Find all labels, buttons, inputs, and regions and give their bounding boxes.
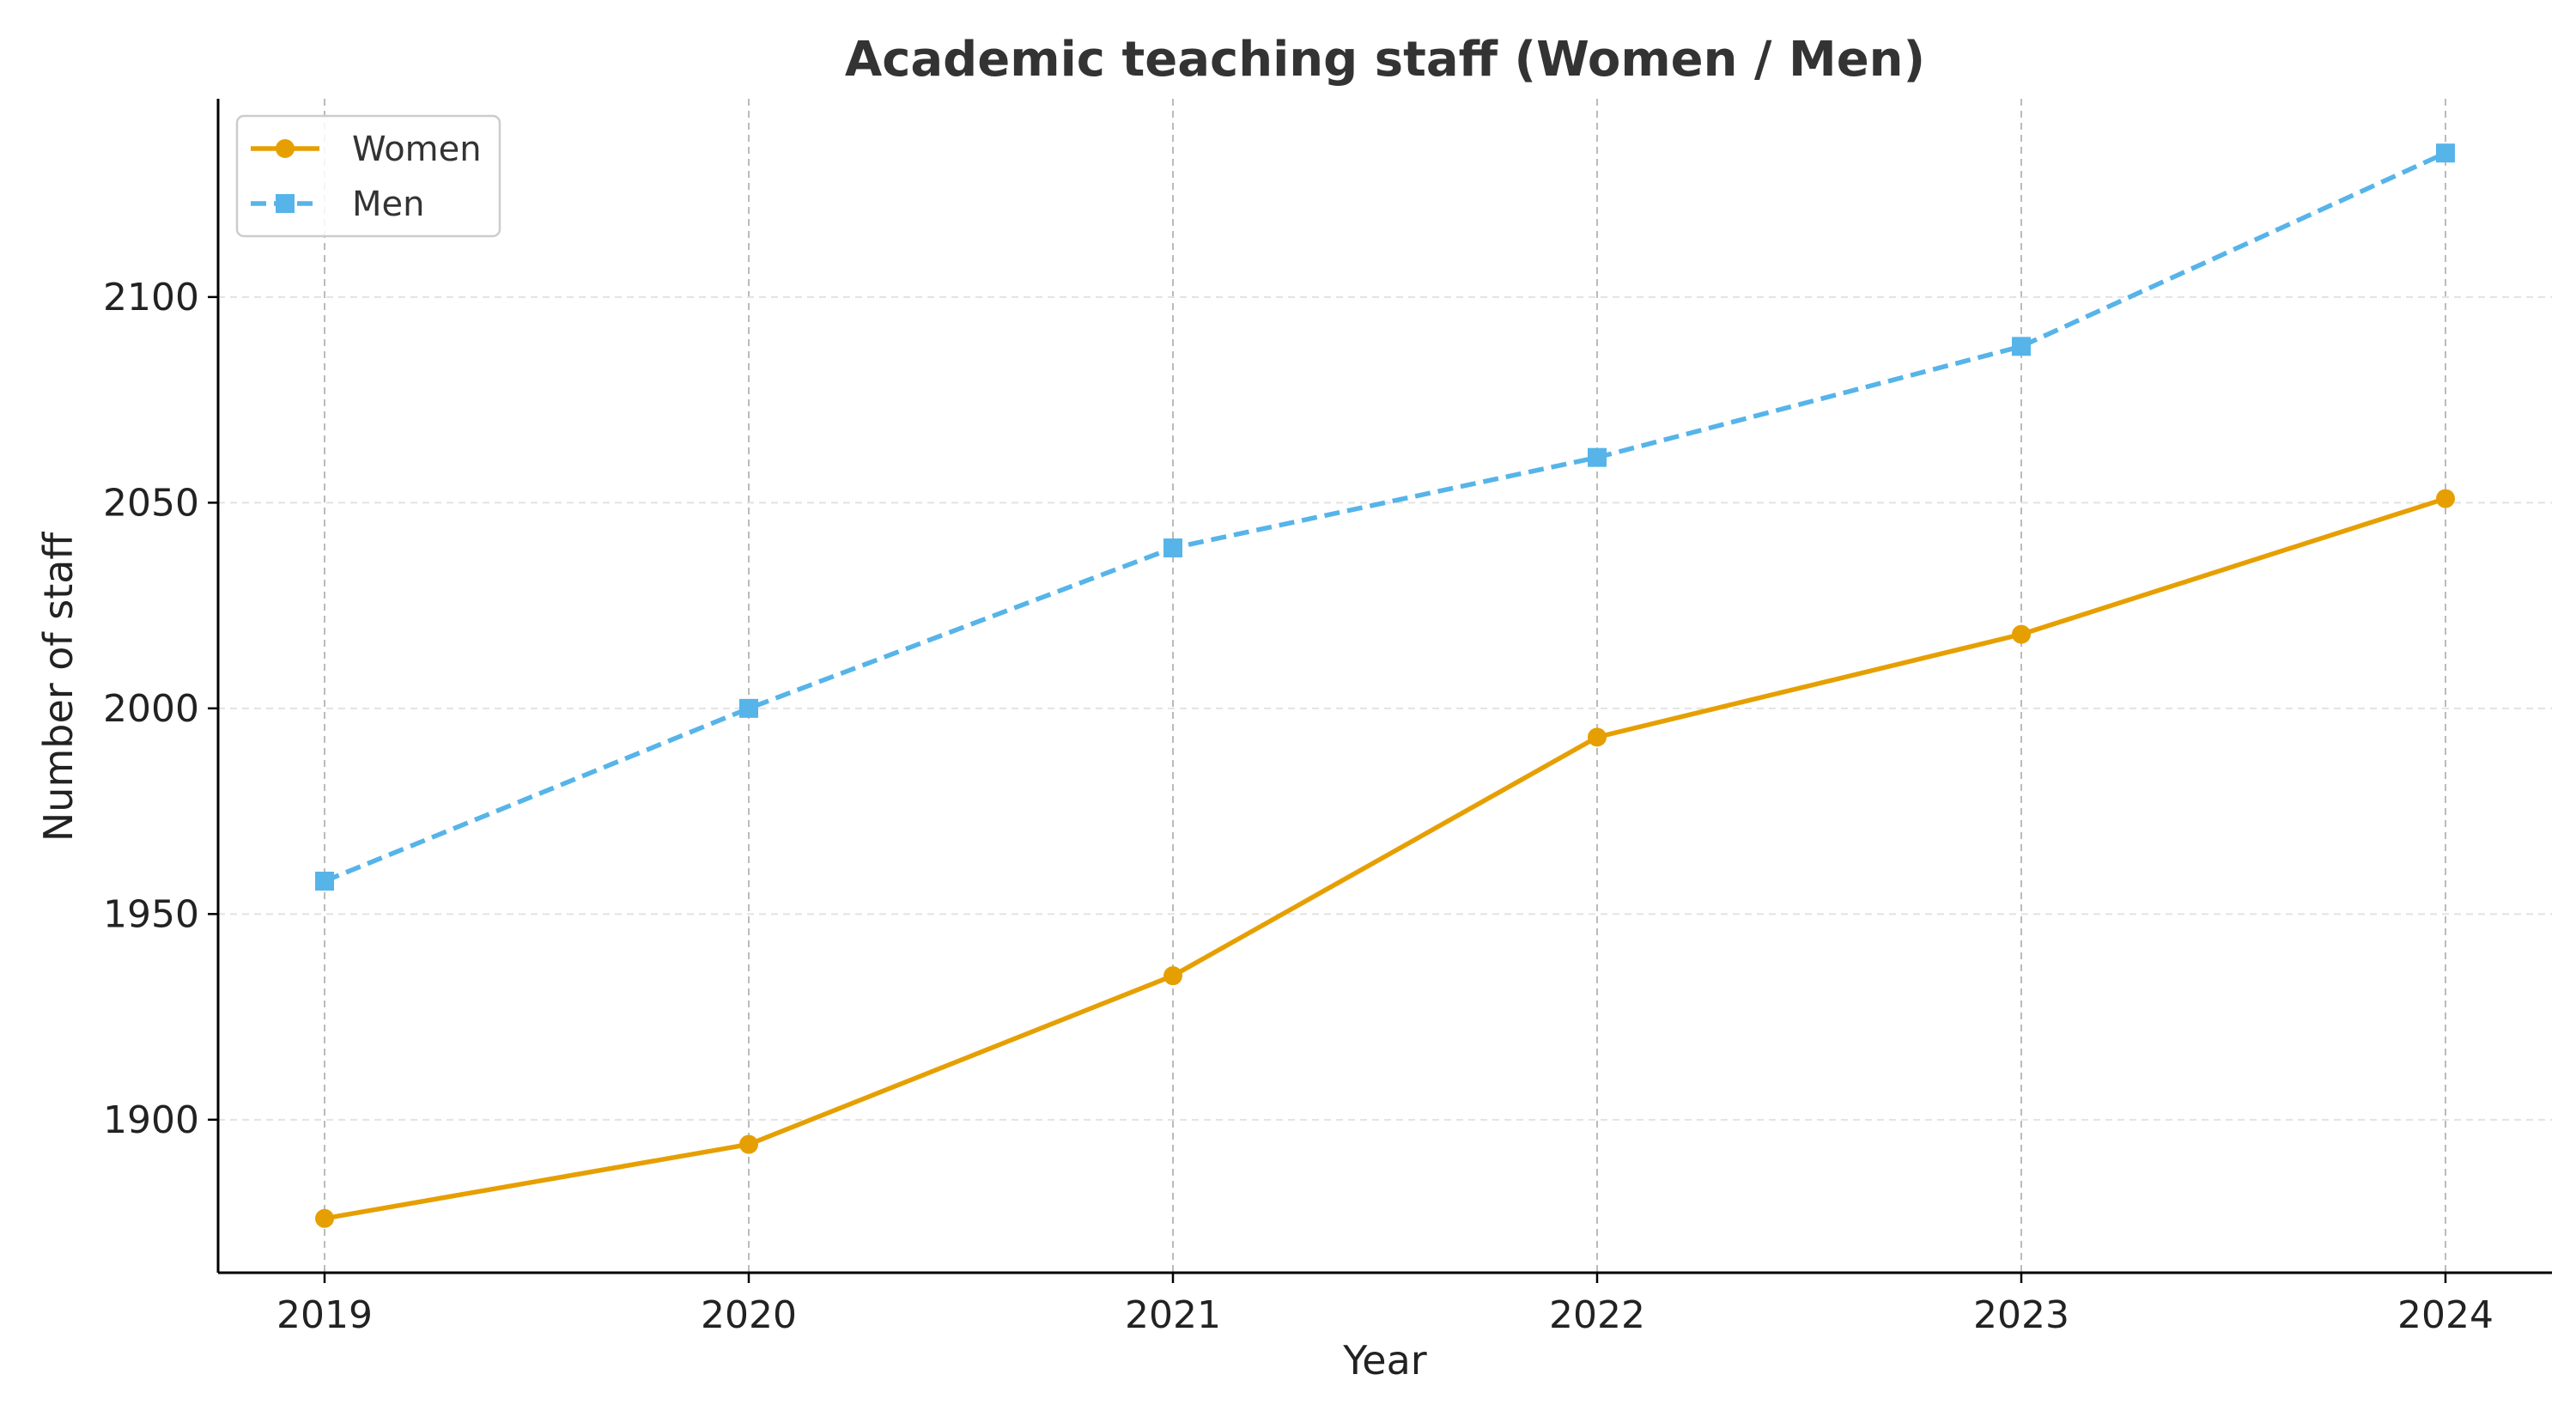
women-data-point [1588,727,1607,747]
y-axis-label: Number of staff [35,532,82,842]
legend-men-marker [276,194,295,213]
x-tick-label: 2019 [276,1293,373,1337]
y-tick-label: 1900 [103,1098,199,1142]
women-data-point [2436,489,2455,508]
men-data-point [1588,447,1607,467]
men-data-point [1163,538,1182,558]
x-tick-label: 2023 [1973,1293,2069,1337]
legend-women-label: Women [352,130,482,169]
x-tick-label: 2024 [2397,1293,2494,1337]
y-tick-label: 1950 [103,892,199,936]
y-tick-label: 2050 [103,481,199,525]
x-tick-label: 2020 [701,1293,797,1337]
tick-labels: 2019 2020 2021 2022 2023 2024 1900 1950 2000 2050… [103,276,2494,1337]
men-data-point [315,872,334,891]
women-data-point [2012,624,2031,644]
legend: Women Men [235,114,501,238]
legend-women-marker [276,139,295,158]
men-data-point [739,698,758,718]
women-data-point [1163,966,1182,986]
y-tick-label: 2100 [103,276,199,319]
series-group [315,143,2455,1228]
x-tick-label: 2021 [1125,1293,1221,1337]
women-data-point [739,1134,758,1154]
men-data-point [2436,143,2455,163]
women-series-line [324,496,2446,1221]
chart-title: Academic teaching staff (Women / Men) [845,32,1925,88]
x-tick-label: 2022 [1549,1293,1645,1337]
men-data-point [2012,337,2031,356]
axes [208,99,2552,1283]
women-data-point [315,1208,334,1228]
grid [218,99,2552,1273]
legend-box [235,114,501,238]
y-tick-label: 2000 [103,687,199,731]
x-axis-label: Year [1342,1337,1426,1384]
legend-men-label: Men [352,185,424,224]
men-series-line [323,150,2447,884]
